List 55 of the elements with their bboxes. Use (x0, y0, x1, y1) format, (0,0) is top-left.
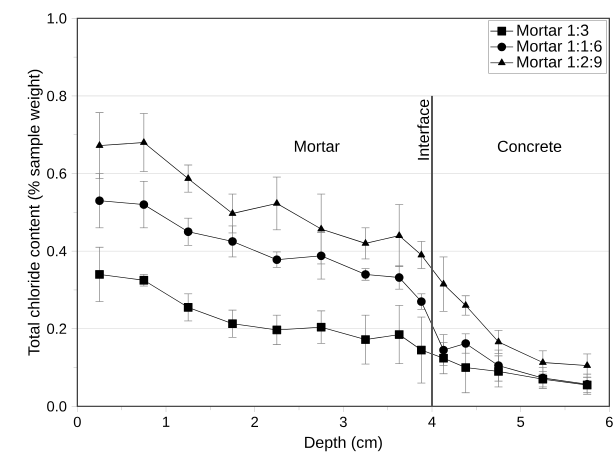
annotation: Concrete (498, 140, 562, 152)
point (440, 280, 448, 286)
point (316, 322, 326, 332)
point (228, 319, 237, 328)
point (184, 227, 193, 236)
point (461, 363, 470, 372)
annotation: Mortar (294, 140, 340, 152)
point (394, 273, 404, 282)
point (583, 361, 591, 368)
point (140, 138, 148, 145)
point (272, 255, 282, 264)
point (394, 330, 404, 339)
point (273, 199, 281, 206)
ref-line-label: Interface (417, 100, 430, 160)
point (539, 358, 547, 365)
y-axis-title: Total chloride content (% sample weight) (28, 70, 43, 356)
point (395, 231, 403, 238)
point (418, 250, 426, 258)
point (272, 326, 282, 334)
point (494, 338, 502, 344)
y-tick-label: 0.8 (47, 90, 66, 102)
point (361, 335, 370, 344)
legend-label: Mortar 1:3 (517, 24, 588, 36)
y-tick-label: 0.2 (47, 324, 66, 334)
y-tick-label: 1.0 (48, 13, 66, 24)
point (439, 354, 448, 363)
x-tick-label: 6 (606, 416, 613, 428)
point (417, 346, 426, 354)
legend-label: Mortar 1:2:9 (517, 56, 602, 68)
point (417, 297, 426, 306)
point (439, 346, 448, 354)
point (228, 237, 237, 246)
point (96, 141, 104, 148)
point (95, 270, 104, 279)
point (362, 239, 370, 246)
x-tick-label: 1 (163, 416, 170, 427)
point (228, 209, 236, 216)
point (317, 224, 325, 232)
x-tick-label: 4 (428, 416, 436, 427)
point (461, 339, 470, 348)
x-axis-title: Depth (cm) (305, 436, 382, 452)
y-tick-label: 0.6 (47, 168, 66, 179)
x-tick-label: 5 (517, 416, 524, 427)
point (184, 303, 193, 312)
y-tick-label: 0.4 (47, 246, 66, 256)
point (184, 174, 192, 181)
point (95, 196, 104, 206)
legend-label: Mortar 1:1:6 (517, 40, 602, 52)
x-tick-label: 2 (251, 416, 258, 427)
x-tick-label: 3 (340, 416, 347, 428)
y-tick-label: 0.0 (47, 401, 66, 412)
x-tick-label: 0 (74, 416, 81, 428)
point (140, 200, 148, 209)
point (316, 251, 326, 260)
point (462, 301, 470, 308)
